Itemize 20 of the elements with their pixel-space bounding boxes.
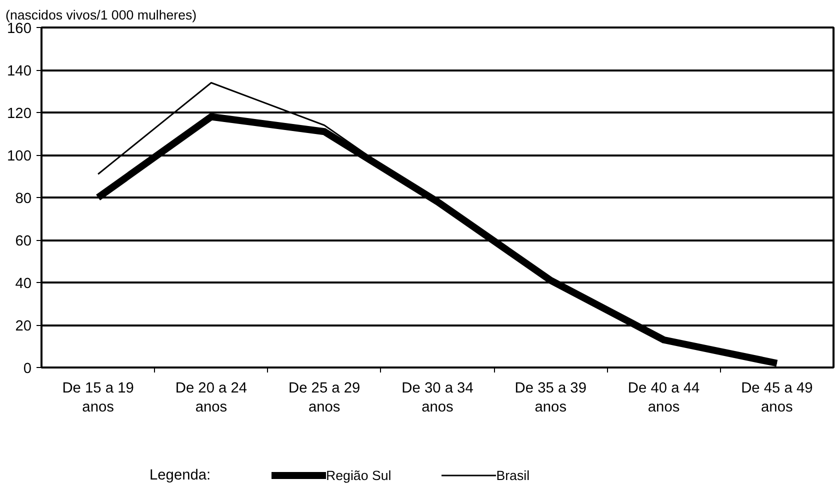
y-tick-label: 120	[7, 106, 32, 122]
y-axis-title: (nascidos vivos/1 000 mulheres)	[6, 8, 197, 22]
y-tick-label: 60	[15, 234, 32, 250]
y-tick-label: 140	[7, 64, 32, 80]
legend-label: Região Sul	[326, 468, 392, 482]
legend-title: Legenda:	[150, 468, 211, 484]
x-tick-label: De 20 a 24 anos	[175, 380, 248, 416]
x-tick-label: De 40 a 44 anos	[628, 380, 700, 416]
y-tick-label: 80	[15, 191, 32, 207]
y-tick-label: 0	[23, 361, 32, 377]
y-tick-label: 40	[15, 276, 32, 292]
y-tick-label: 160	[7, 21, 32, 37]
x-tick-label: De 25 a 29 anos	[288, 380, 360, 416]
x-tick-label: De 35 a 39 anos	[514, 380, 587, 416]
x-tick-label: De 45 a 49 anos	[741, 380, 813, 416]
y-tick-label: 100	[7, 148, 32, 164]
x-tick-label: De 15 a 19 anos	[62, 380, 134, 416]
x-tick-label: De 30 a 34 anos	[402, 380, 474, 416]
y-tick-label: 20	[15, 318, 32, 334]
legend-label: Brasil	[496, 468, 530, 482]
